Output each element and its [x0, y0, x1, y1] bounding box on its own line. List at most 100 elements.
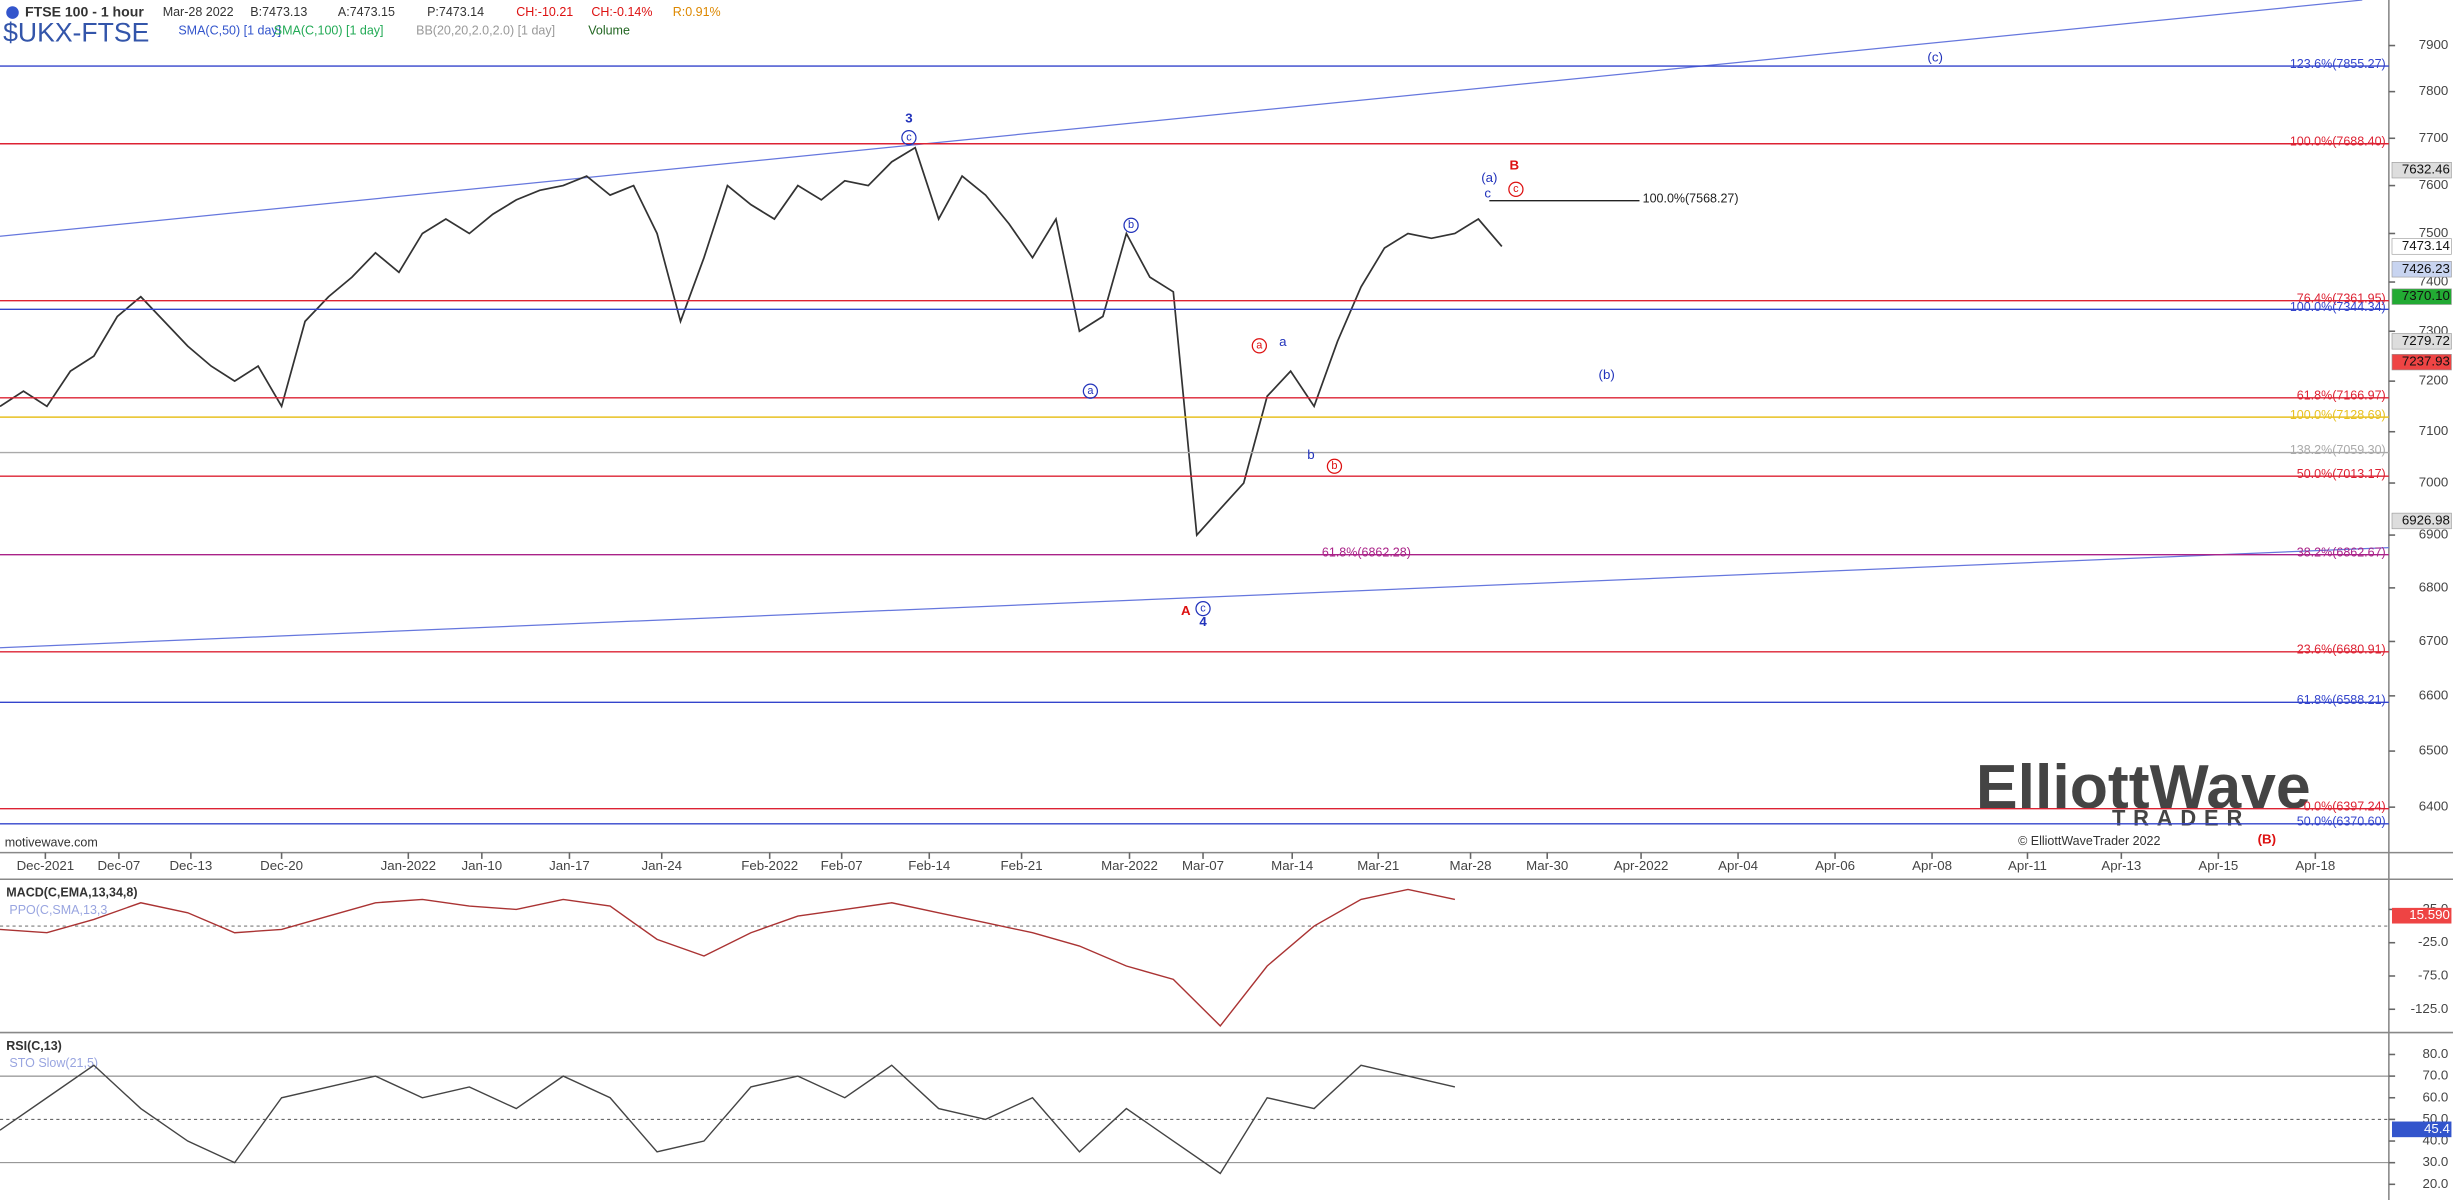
- fib-label: 50.0%(7013.17): [2297, 467, 2386, 481]
- wave-label: (c): [1927, 49, 1943, 64]
- wave-circle: [1326, 458, 1343, 474]
- ticker: $UKX-FTSE: [3, 17, 149, 47]
- x-tick-label: Apr-04: [1718, 858, 1758, 873]
- y-tick-label: 7900: [2419, 37, 2449, 52]
- fib-label: 50.0%(6370.60): [2297, 815, 2386, 829]
- fib-label: 61.8%(6862.28): [1322, 546, 1411, 560]
- last-value-tag: [2391, 907, 2452, 924]
- price-tag-label: 7473.14: [2402, 238, 2450, 253]
- fib-label: 123.6%(7855.27): [2290, 57, 2386, 71]
- copyright: © ElliottWaveTrader 2022: [2018, 834, 2160, 848]
- last-value-label: 45.4: [2424, 1121, 2450, 1136]
- price-tag-label: 7632.46: [2402, 162, 2450, 177]
- x-tick-label: Jan-17: [549, 858, 590, 873]
- wave-circle: [901, 130, 917, 146]
- wave-label: b: [1331, 460, 1337, 472]
- wave-label: c: [1200, 602, 1206, 614]
- fib-label: 100.0%(7688.40): [2290, 134, 2386, 148]
- range: R:0.91%: [673, 5, 721, 19]
- symbol: FTSE 100 - 1 hour: [25, 3, 144, 19]
- y-tick-label: 80.0: [2422, 1046, 2448, 1061]
- wave-circle: [1251, 338, 1268, 354]
- price-tag: [2391, 333, 2452, 350]
- price-tag-label: 7370.10: [2402, 288, 2450, 303]
- y-tick-label: 70.0: [2422, 1068, 2448, 1083]
- wave-label: A: [1181, 603, 1191, 618]
- fib-label: 138.2%(7059.30): [2290, 443, 2386, 457]
- y-tick-label: 7100: [2419, 423, 2449, 438]
- y-tick-label: 6800: [2419, 579, 2449, 594]
- x-tick-label: Dec-20: [260, 858, 303, 873]
- wave-circle: [1508, 181, 1524, 198]
- price-tag-label: 6926.98: [2402, 512, 2450, 527]
- y-tick-label: 7500: [2419, 225, 2449, 240]
- x-tick-label: Apr-11: [2008, 858, 2047, 873]
- y-tick-label: 7700: [2419, 130, 2449, 145]
- wave-label: B: [1510, 157, 1520, 172]
- trend-line: [0, 0, 2363, 237]
- fib-label: 100.0%(7568.27): [1643, 191, 1739, 205]
- last-value-tag: [2391, 1121, 2452, 1138]
- wave-label: 3: [905, 110, 912, 125]
- price-tag: [2391, 238, 2452, 255]
- wave-label: a: [1087, 385, 1094, 397]
- y-tick-label: -75.0: [2418, 968, 2448, 983]
- ask: A:7473.15: [338, 5, 395, 19]
- panel-subtitle: PPO(C,SMA,13,3: [9, 903, 107, 917]
- logo: ElliottWave: [1976, 752, 2311, 822]
- fib-label: 100.0%(7128.69): [2290, 408, 2386, 422]
- x-tick-label: Feb-07: [821, 858, 863, 873]
- fib-label: 38.2%(6862.67): [2297, 545, 2386, 559]
- last-value-label: 15.590: [2409, 907, 2450, 922]
- price-tag-label: 7279.72: [2402, 333, 2450, 348]
- y-tick-label: 7000: [2419, 475, 2449, 490]
- fib-label: 61.8%(6588.21): [2297, 693, 2386, 707]
- price-tag: [2391, 162, 2452, 179]
- x-tick-label: Feb-2022: [741, 858, 798, 873]
- price-tag-label: 7237.93: [2402, 354, 2450, 369]
- fib-label: 61.8%(7166.97): [2297, 388, 2386, 402]
- x-tick-label: Mar-21: [1357, 858, 1399, 873]
- wave-label: 4: [1199, 614, 1207, 629]
- x-tick-label: Apr-06: [1815, 858, 1855, 873]
- price-tag: [2391, 288, 2452, 305]
- wave-label: a: [1256, 340, 1263, 352]
- logo-sub: TRADER: [2112, 806, 2250, 831]
- study: SMA(C,100) [1 day]: [274, 24, 384, 38]
- change-pct: CH:-0.14%: [591, 5, 652, 19]
- y-tick-label: 7800: [2419, 83, 2449, 98]
- date: Mar-28 2022: [163, 5, 234, 19]
- source: motivewave.com: [5, 836, 98, 850]
- x-tick-label: Feb-14: [908, 858, 950, 873]
- y-tick-label: 60.0: [2422, 1089, 2448, 1104]
- y-tick-label: 7200: [2419, 373, 2449, 388]
- x-tick-label: Jan-2022: [381, 858, 436, 873]
- wave-circle: [1082, 383, 1099, 399]
- price-tag: [2391, 261, 2452, 278]
- x-tick-label: Apr-15: [2198, 858, 2238, 873]
- x-tick-label: Mar-14: [1271, 858, 1313, 873]
- x-tick-label: Jan-10: [462, 858, 503, 873]
- wave-label: (B): [2258, 832, 2276, 847]
- x-tick-label: Feb-21: [1001, 858, 1043, 873]
- wave-label: c: [906, 132, 912, 144]
- y-tick-label: 6600: [2419, 687, 2449, 702]
- price-line: [0, 146, 1503, 538]
- x-tick-label: Apr-08: [1912, 858, 1952, 873]
- wave-label: (a): [1481, 170, 1497, 185]
- price-line: [0, 888, 1456, 1027]
- price: P:7473.14: [427, 5, 484, 19]
- x-tick-label: Dec-07: [97, 858, 140, 873]
- x-tick-label: Mar-28: [1450, 858, 1492, 873]
- x-tick-label: Dec-2021: [17, 858, 75, 873]
- y-tick-label: 6500: [2419, 743, 2449, 758]
- fib-label: 76.4%(7361.95): [2297, 291, 2386, 305]
- wave-label: (b): [1599, 367, 1615, 382]
- y-tick-label: 6700: [2419, 633, 2449, 648]
- trend-line: [0, 546, 2389, 649]
- panel-title: RSI(C,13): [6, 1039, 62, 1053]
- icon: [6, 6, 19, 19]
- wave-circle: [1123, 217, 1139, 233]
